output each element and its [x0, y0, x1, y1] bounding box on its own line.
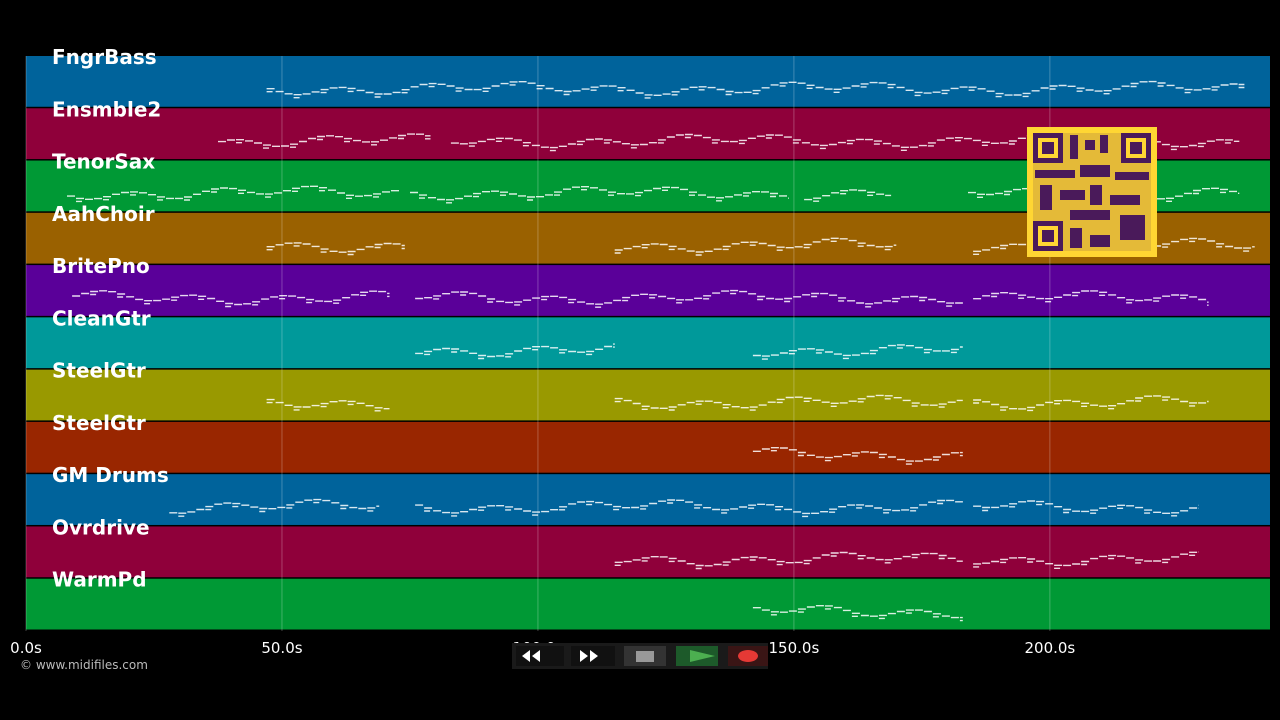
play-button[interactable] [676, 646, 718, 666]
x-tick-label: 50.0s [261, 639, 302, 657]
track-lane [26, 265, 1270, 316]
notes [72, 290, 390, 308]
track-name: GM Drums [52, 463, 169, 487]
track-name: SteelGtr [52, 359, 146, 383]
forward-button[interactable] [571, 646, 615, 666]
track-lane [26, 317, 1270, 369]
track-lane [26, 526, 1270, 578]
qr-code [1027, 127, 1157, 257]
notes [752, 605, 963, 622]
notes [752, 344, 963, 360]
notes [973, 290, 1209, 306]
track-name: Ensmble2 [52, 97, 161, 121]
track-lane [26, 578, 1270, 630]
transport-bar [512, 643, 768, 669]
copyright: © www.midifiles.com [20, 658, 148, 672]
track-lane [26, 474, 1270, 525]
record-button[interactable] [728, 646, 768, 666]
track-name: TenorSax [52, 150, 155, 174]
notes [218, 133, 431, 149]
track-lane [26, 369, 1270, 421]
track-name: Ovrdrive [52, 515, 150, 539]
notes [973, 395, 1209, 412]
x-tick-label: 0.0s [10, 639, 42, 657]
notes [804, 189, 892, 202]
stop-button[interactable] [624, 646, 666, 666]
notes [415, 343, 615, 360]
notes [614, 394, 963, 411]
x-tick-label: 200.0s [1024, 639, 1075, 657]
track-name: CleanGtr [52, 306, 151, 330]
notes [266, 242, 405, 256]
notes [266, 398, 390, 412]
notes [410, 186, 789, 204]
track-lane [26, 421, 1270, 473]
notes [614, 237, 897, 256]
notes [169, 498, 380, 517]
rewind-button[interactable] [516, 646, 564, 666]
notes [415, 499, 963, 518]
track-lane [26, 56, 1270, 107]
track-name: BritePno [52, 254, 150, 278]
notes [973, 551, 1199, 569]
notes [266, 80, 1245, 99]
notes [614, 551, 963, 570]
track-name: AahChoir [52, 202, 155, 226]
x-tick-label: 150.0s [769, 639, 820, 657]
track-name: WarmPd [52, 568, 147, 592]
track-name: FngrBass [52, 45, 157, 69]
notes [415, 289, 963, 308]
track-name: SteelGtr [52, 411, 146, 435]
notes [752, 447, 963, 465]
notes [973, 500, 1199, 517]
notes [67, 185, 399, 203]
